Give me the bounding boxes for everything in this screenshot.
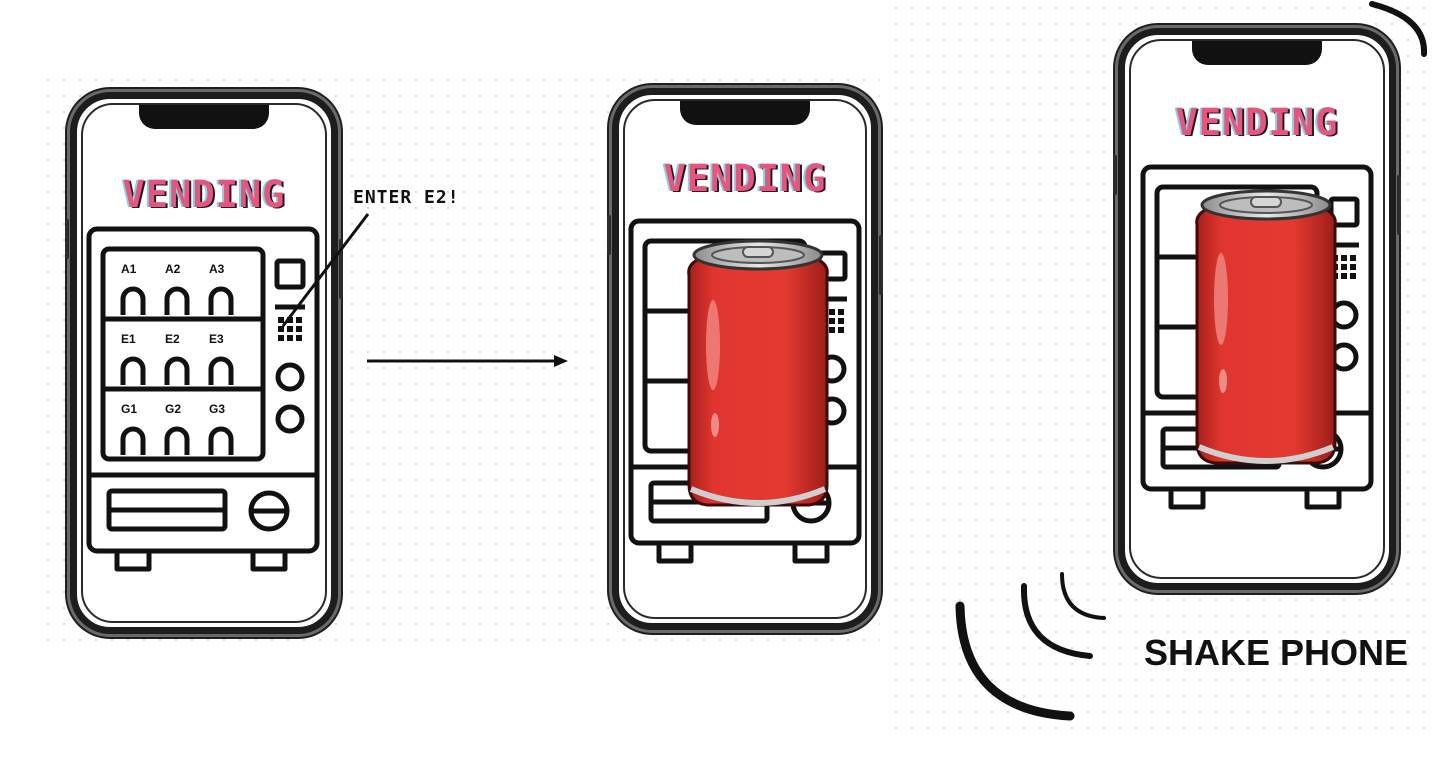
slot-label: E1 — [121, 332, 136, 346]
phone-frame-1: VENDING — [65, 92, 343, 634]
vending-title: VENDING — [122, 173, 286, 216]
soda-can-icon — [687, 239, 829, 507]
phone-notch — [680, 101, 810, 125]
phone-frame-2: VENDING — [607, 88, 883, 630]
slot-label: G3 — [209, 402, 225, 416]
enter-code-caption: ENTER E2! — [353, 187, 460, 208]
phone-screen-2: VENDING — [623, 99, 867, 619]
phone-screen-1: VENDING — [81, 103, 327, 623]
shake-phone-caption: SHAKE PHONE — [1144, 632, 1409, 673]
shake-waves-icon — [955, 1, 1428, 721]
phone-screen-3: VENDING — [1129, 39, 1385, 579]
soda-can-icon — [1195, 189, 1337, 465]
vending-title: VENDING — [663, 157, 827, 200]
pointer-line — [281, 213, 370, 327]
phone-frame-3: VENDING — [1113, 28, 1401, 590]
slot-label: A1 — [121, 262, 137, 276]
phone-notch — [1192, 41, 1322, 65]
arrow-right-icon — [367, 355, 568, 367]
slot-label: E3 — [209, 332, 224, 346]
phone-notch — [139, 105, 269, 129]
slot-label: G2 — [165, 402, 181, 416]
slot-label: A3 — [209, 262, 225, 276]
vending-machine-icon[interactable]: A1 A2 A3 E1 E2 E3 G1 G2 G3 — [83, 221, 323, 581]
slot-label: G1 — [121, 402, 137, 416]
slot-label: A2 — [165, 262, 181, 276]
vending-title: VENDING — [1175, 101, 1339, 144]
slot-label: E2 — [165, 332, 180, 346]
